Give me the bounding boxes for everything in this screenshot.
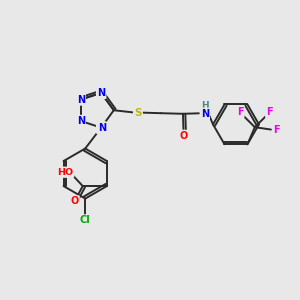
- Text: Cl: Cl: [80, 215, 91, 225]
- Text: HO: HO: [57, 168, 73, 177]
- Text: F: F: [237, 107, 243, 117]
- Text: H: H: [201, 101, 208, 110]
- Text: F: F: [266, 107, 273, 117]
- Text: O: O: [70, 196, 79, 206]
- Text: N: N: [77, 94, 85, 104]
- Text: N: N: [201, 109, 209, 119]
- Text: N: N: [97, 123, 105, 133]
- Text: N: N: [77, 116, 85, 126]
- Text: N: N: [97, 88, 105, 98]
- Text: F: F: [273, 124, 280, 135]
- Text: S: S: [134, 108, 142, 118]
- Text: N: N: [98, 123, 106, 133]
- Text: O: O: [179, 131, 188, 141]
